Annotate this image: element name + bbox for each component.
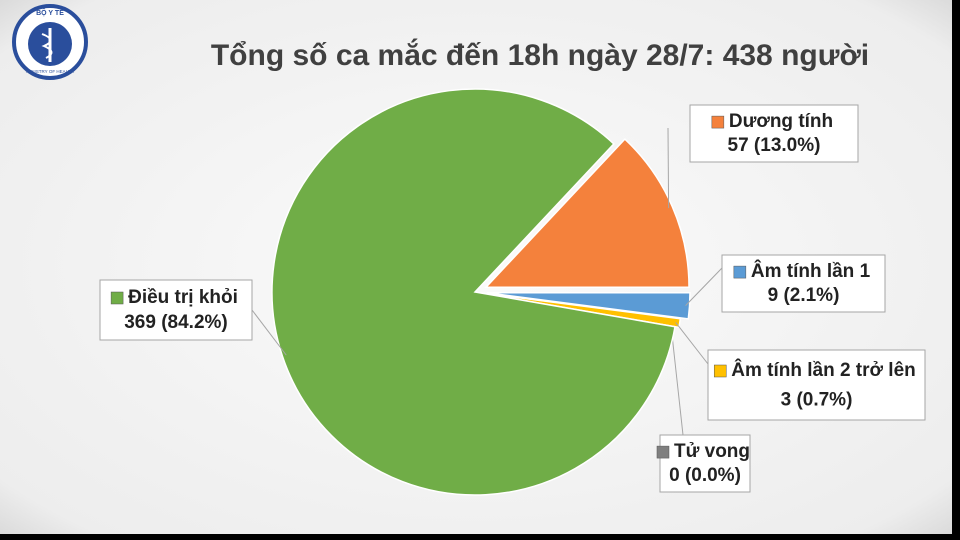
legend-swatch bbox=[733, 265, 747, 279]
label-box bbox=[99, 279, 253, 341]
value-label: 3 (0.7%) bbox=[781, 389, 853, 410]
value-label: 369 (84.2%) bbox=[124, 312, 228, 333]
label-box bbox=[721, 254, 886, 313]
value-label: 9 (2.1%) bbox=[768, 285, 840, 306]
logo-top: BỘ Y TẾ bbox=[36, 7, 64, 17]
category-label: Âm tính lần 2 trở lên bbox=[731, 359, 916, 381]
value-label: 57 (13.0%) bbox=[728, 135, 821, 156]
label-box bbox=[659, 434, 751, 493]
legend-swatch bbox=[711, 115, 725, 129]
leader-line bbox=[685, 267, 723, 306]
chart-title: Tổng số ca mắc đến 18h ngày 28/7: 438 ng… bbox=[211, 38, 869, 72]
category-label: Âm tính lần 1 bbox=[751, 260, 871, 282]
category-label: Tử vong bbox=[674, 441, 750, 462]
value-label: 0 (0.0%) bbox=[669, 465, 741, 486]
label-box bbox=[689, 104, 859, 163]
label-box bbox=[707, 349, 926, 421]
category-label: Điều trị khỏi bbox=[128, 287, 238, 308]
logo-bottom: MINISTRY OF HEALTH bbox=[26, 69, 74, 74]
pie-slice bbox=[484, 138, 690, 288]
logo: BỘ Y TẾ MINISTRY OF HEALTH bbox=[12, 4, 88, 80]
leader-line bbox=[675, 322, 709, 365]
legend-swatch bbox=[656, 445, 670, 459]
leader-line bbox=[670, 326, 684, 436]
leader-line bbox=[251, 309, 287, 356]
logo-snake bbox=[41, 33, 53, 59]
category-label: Dương tính bbox=[729, 111, 833, 132]
legend-swatch bbox=[713, 364, 727, 378]
legend-swatch bbox=[110, 291, 124, 305]
pie-slice bbox=[271, 88, 676, 496]
leader-line bbox=[667, 127, 670, 209]
pie-slice bbox=[486, 292, 691, 320]
